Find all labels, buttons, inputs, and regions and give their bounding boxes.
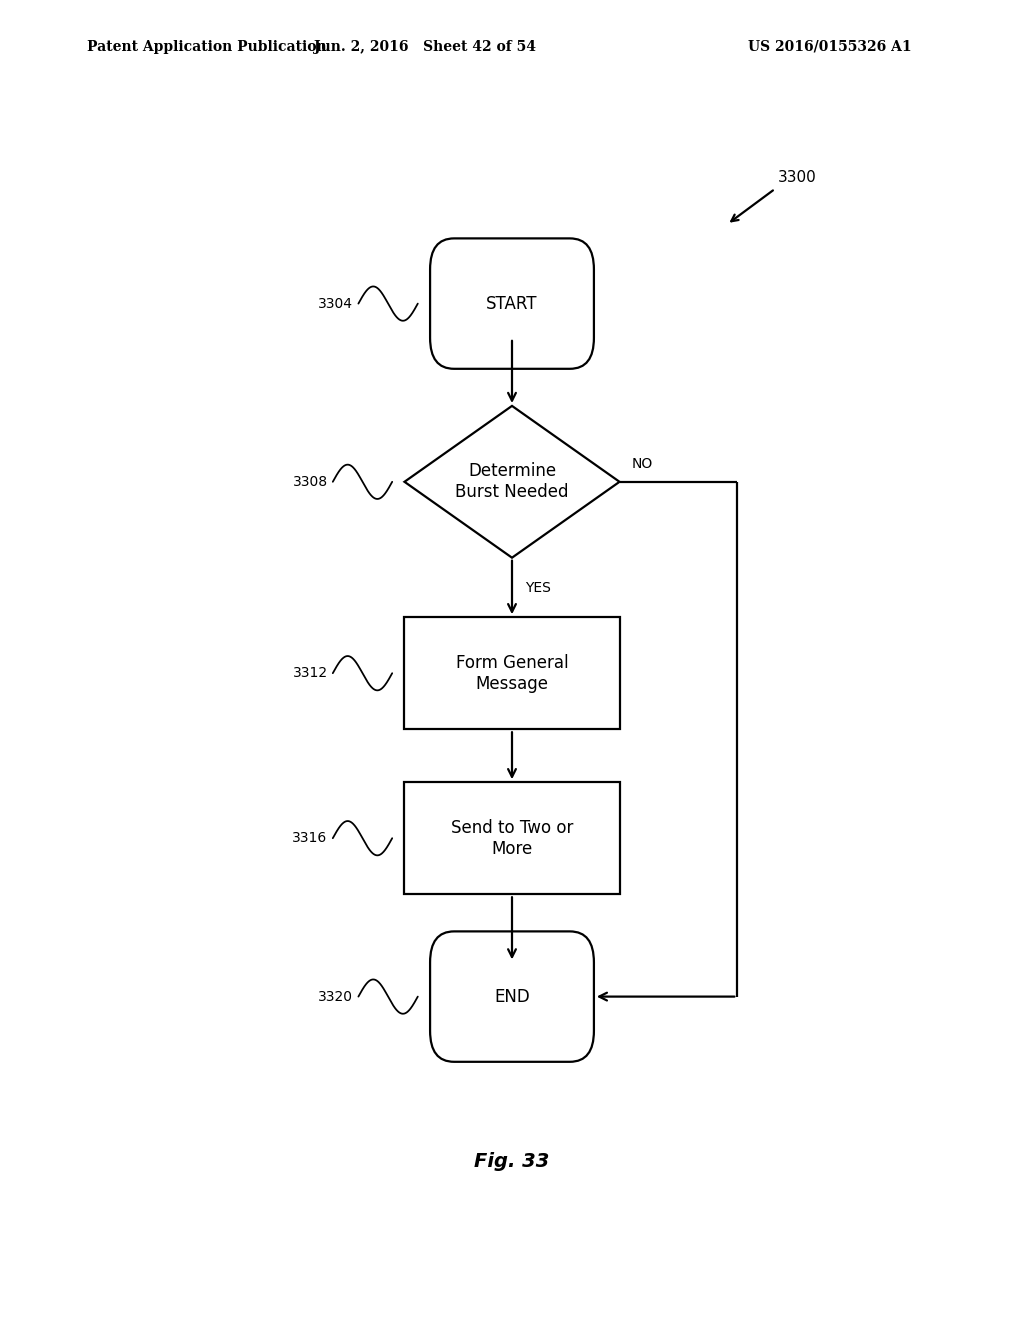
Text: START: START xyxy=(486,294,538,313)
Polygon shape xyxy=(404,407,620,557)
Text: Fig. 33: Fig. 33 xyxy=(474,1152,550,1171)
Text: 3312: 3312 xyxy=(293,667,328,680)
Text: NO: NO xyxy=(632,457,653,471)
Text: YES: YES xyxy=(525,581,551,595)
Text: Determine
Burst Needed: Determine Burst Needed xyxy=(456,462,568,502)
Text: Patent Application Publication: Patent Application Publication xyxy=(87,40,327,54)
Text: 3304: 3304 xyxy=(318,297,353,310)
Text: Jun. 2, 2016   Sheet 42 of 54: Jun. 2, 2016 Sheet 42 of 54 xyxy=(314,40,536,54)
Text: 3320: 3320 xyxy=(318,990,353,1003)
Text: 3300: 3300 xyxy=(778,170,817,185)
Text: 3316: 3316 xyxy=(293,832,328,845)
Text: 3308: 3308 xyxy=(293,475,328,488)
Bar xyxy=(404,618,620,729)
FancyBboxPatch shape xyxy=(430,932,594,1061)
Bar xyxy=(404,781,620,895)
Text: Form General
Message: Form General Message xyxy=(456,653,568,693)
FancyBboxPatch shape xyxy=(430,239,594,368)
Text: Send to Two or
More: Send to Two or More xyxy=(451,818,573,858)
Text: END: END xyxy=(495,987,529,1006)
Text: US 2016/0155326 A1: US 2016/0155326 A1 xyxy=(748,40,911,54)
